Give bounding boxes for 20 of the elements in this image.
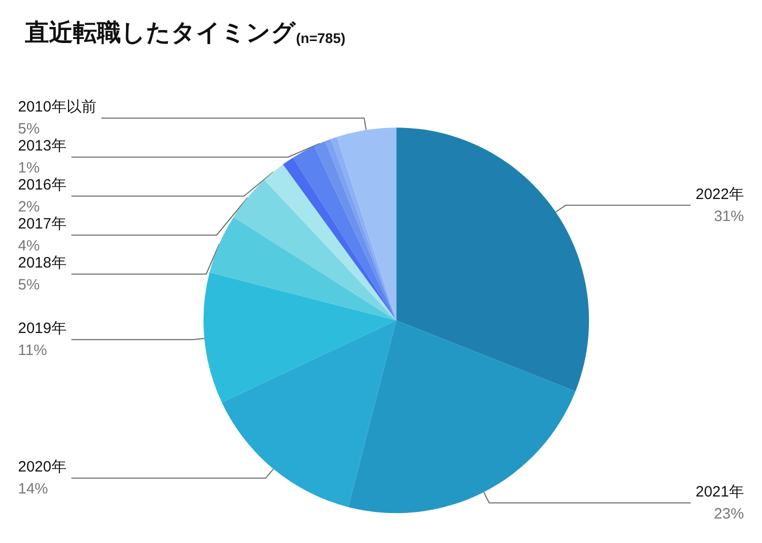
data-label: 31% [714, 208, 744, 225]
slice-label: 2022年 [696, 186, 744, 203]
data-label: 2% [18, 198, 40, 216]
data-label: 11% [18, 342, 47, 360]
data-label: 5% [18, 120, 40, 138]
slice-label: 2019年 [18, 320, 66, 338]
chart-subtitle: (n=785) [296, 30, 346, 46]
slice-label: 2018年 [18, 254, 66, 272]
data-label: 23% [714, 505, 744, 522]
data-label: 14% [18, 480, 48, 498]
slice-label: 2021年 [696, 483, 744, 500]
data-label: 5% [18, 276, 40, 294]
slice-label: 2020年 [18, 458, 66, 476]
data-label: 1% [18, 160, 40, 177]
slice-label: 2013年 [18, 138, 66, 155]
data-label: 4% [18, 238, 40, 255]
slice-label: 2010年以前 [18, 98, 96, 116]
slice-label: 2017年 [18, 216, 66, 233]
slice-label: 2016年 [18, 176, 66, 194]
chart-title: 直近転職したタイミング [24, 20, 297, 46]
